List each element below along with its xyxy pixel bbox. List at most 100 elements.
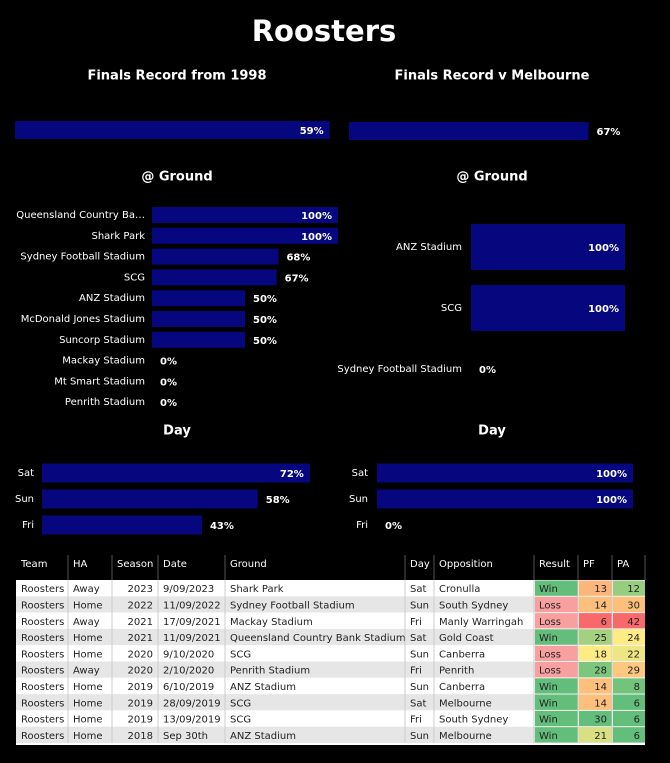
category-label: Penrith Stadium (65, 397, 145, 408)
pf-cell (579, 662, 612, 678)
table-cell: Melbourne (439, 698, 492, 709)
value-label: 0% (160, 398, 177, 409)
table-cell: Home (73, 649, 103, 660)
value-label: 100% (301, 232, 332, 243)
table-cell: SCG (230, 649, 251, 660)
table-row (16, 694, 645, 711)
table-cell: 18 (594, 649, 607, 660)
chart-title: @ Ground (456, 170, 527, 185)
result-cell (535, 710, 578, 727)
table-cell: 6 (634, 731, 640, 742)
table-cell: 25 (594, 633, 607, 644)
table-cell: Home (73, 682, 103, 693)
table-cell: 12 (627, 584, 640, 595)
result-cell (535, 662, 578, 678)
table-row (16, 726, 645, 743)
table-cell: ANZ Stadium (230, 682, 296, 693)
table-cell: 2021 (128, 617, 153, 628)
category-label: Fri (356, 520, 368, 531)
table-cell: 2020 (128, 666, 153, 677)
table-cell: 11/09/2021 (163, 633, 221, 644)
table-cell: Roosters (21, 715, 64, 726)
table-row (16, 710, 645, 727)
table-cell: Gold Coast (439, 633, 494, 644)
table-cell: Win (539, 682, 558, 693)
table-row (16, 612, 645, 629)
category-label: SCG (124, 272, 145, 283)
category-label: Queensland Country Ba… (16, 210, 145, 221)
value-label: 100% (588, 304, 619, 315)
bar (42, 463, 310, 483)
chart-title: @ Ground (141, 170, 212, 185)
table-cell: Fri (410, 715, 422, 726)
table-cell: Home (73, 715, 103, 726)
value-label: 100% (596, 495, 627, 506)
table-cell: 6 (634, 698, 640, 709)
pf-cell (579, 580, 612, 596)
table-row (16, 628, 645, 646)
table-cell: 28 (594, 666, 607, 677)
table-cell: Home (73, 731, 103, 742)
table-cell: 6 (601, 617, 607, 628)
table-cell: SCG (230, 698, 251, 709)
bar (42, 515, 202, 535)
value-label: 68% (286, 253, 310, 264)
category-label: Sun (349, 494, 368, 505)
pa-cell (613, 694, 645, 710)
table-cell: 42 (627, 617, 640, 628)
table-cell: Win (539, 633, 558, 644)
value-label: 43% (210, 521, 234, 532)
table-cell: Win (539, 584, 558, 595)
category-label: Fri (22, 520, 34, 531)
column-header: Team (20, 559, 47, 570)
bar (471, 224, 625, 270)
value-label: 0% (385, 521, 402, 532)
table-cell: South Sydney (439, 715, 508, 726)
table-cell: Manly Warringah (439, 617, 523, 628)
table-cell: Away (73, 617, 100, 628)
bar (152, 227, 338, 244)
table-cell: SCG (230, 715, 251, 726)
pa-cell (613, 596, 645, 613)
table-cell: 2018 (128, 731, 153, 742)
pf-cell (579, 645, 612, 661)
table-cell: 2/10/2020 (163, 666, 214, 677)
value-label: 50% (253, 315, 277, 326)
table-cell: 2022 (128, 600, 153, 611)
table-cell: Roosters (21, 633, 64, 644)
chart-title: Finals Record from 1998 (87, 69, 266, 84)
table-cell: Away (73, 666, 100, 677)
value-label: 100% (588, 243, 619, 254)
pa-cell (613, 645, 645, 661)
table-cell: 14 (594, 600, 607, 611)
table-cell: Sat (410, 633, 426, 644)
table-cell: Sun (410, 682, 429, 693)
chart-title: Finals Record v Melbourne (395, 69, 590, 84)
column-header: Opposition (439, 559, 493, 570)
table-cell: Loss (539, 666, 561, 677)
table-cell: Roosters (21, 731, 64, 742)
table-cell: Roosters (21, 617, 64, 628)
table-cell: 2019 (128, 698, 153, 709)
bar (152, 331, 245, 348)
table-cell: South Sydney (439, 600, 508, 611)
table-cell: ANZ Stadium (230, 731, 296, 742)
column-header: Result (539, 559, 570, 570)
table-cell: 9/10/2020 (163, 649, 214, 660)
category-label: Sat (18, 468, 34, 479)
pf-cell (579, 629, 612, 645)
bar (152, 207, 338, 223)
result-cell (535, 645, 578, 661)
result-cell (535, 694, 578, 710)
result-cell (535, 580, 578, 596)
pa-cell (613, 580, 645, 596)
table-row (16, 661, 645, 678)
value-label: 67% (285, 273, 309, 284)
table-cell: 9/09/2023 (163, 584, 214, 595)
bar (42, 489, 258, 509)
pf-cell (579, 710, 612, 727)
table-cell: Home (73, 698, 103, 709)
table-cell: Home (73, 600, 103, 611)
bar (152, 248, 279, 265)
